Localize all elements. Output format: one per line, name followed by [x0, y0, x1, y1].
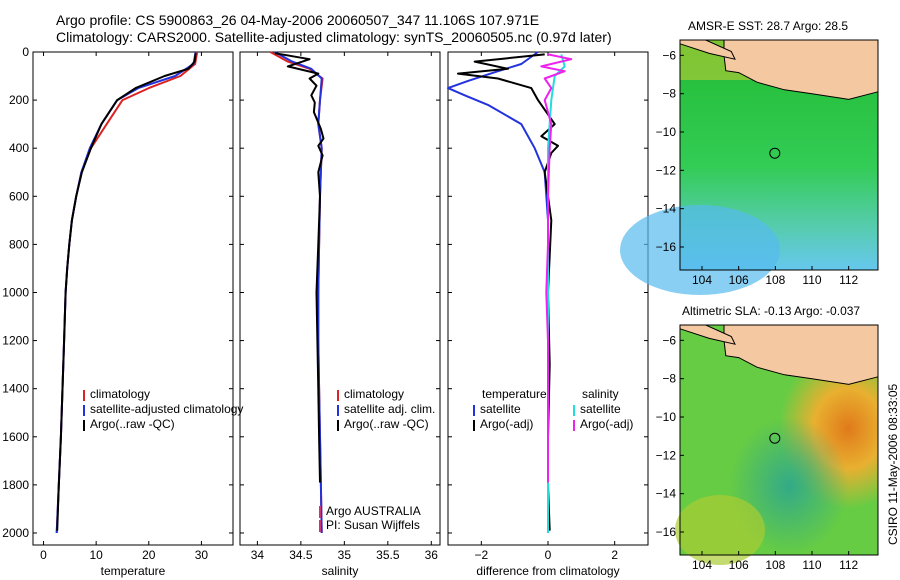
map-x-tick-label: 110 [802, 558, 821, 572]
series-line [274, 52, 325, 483]
argo-location-marker [769, 147, 781, 159]
y-tick-label: 400 [9, 141, 29, 155]
legend-label: climatology [344, 387, 404, 401]
legend-label: climatology [90, 387, 150, 401]
legend-label: satellite-adjusted climatology [90, 402, 243, 416]
map-y-tick-label: −12 [656, 448, 677, 462]
legend-label: salinity [582, 387, 619, 401]
map-y-tick-label: −8 [662, 372, 676, 386]
map-y-tick-label: −10 [656, 125, 677, 139]
x-tick-label: −2 [474, 548, 488, 562]
annotation-text: Argo AUSTRALIA [326, 504, 421, 518]
annotation-text: PI: Susan Wijffels [326, 518, 420, 532]
y-tick-label: 1000 [2, 285, 29, 299]
legend-label: satellite [580, 402, 621, 416]
legend-label: Argo(..raw -QC) [90, 417, 175, 431]
x-tick-label: 0 [40, 548, 47, 562]
x-tick-label: 36 [425, 548, 439, 562]
series-line [56, 53, 197, 531]
temperature-panel: 0 10 20 30 temperature 0 200 400 600 800 1000 1200 1… [2, 45, 243, 578]
map-y-tick-label: −16 [656, 525, 677, 539]
x-tick-label: 35 [338, 548, 352, 562]
map-x-tick-label: 108 [765, 273, 785, 287]
legend-label: temperature [482, 387, 547, 401]
y-tick-label: 1600 [2, 430, 29, 444]
map-y-tick-label: −8 [662, 87, 676, 101]
legend-label: Argo(-adj) [480, 417, 533, 431]
map-x-tick-label: 106 [729, 558, 749, 572]
x-tick-label: 10 [89, 548, 103, 562]
map-y-tick-label: −14 [656, 487, 677, 501]
series-line [274, 51, 323, 534]
y-tick-label: 600 [9, 189, 29, 203]
map-frame [679, 324, 879, 556]
salinity-panel: 34 34.5 35 35.5 36 salinity climatologysatelli… [239, 51, 441, 578]
map-x-tick-label: 110 [802, 273, 821, 287]
legend-label: Argo(-adj) [580, 417, 633, 431]
map-x-tick-label: 112 [839, 558, 858, 572]
x-axis-label: temperature [101, 564, 166, 578]
y-tick-label: 1800 [2, 478, 29, 492]
map-x-tick-label: 112 [839, 273, 858, 287]
y-tick-label: 1400 [2, 382, 29, 396]
map-title: Altimetric SLA: -0.13 Argo: -0.037 [682, 304, 861, 318]
map-title: AMSR-E SST: 28.7 Argo: 28.5 [688, 19, 849, 33]
plot-frame [239, 51, 441, 546]
difference-panel: −2 0 2 difference from climatology temperatu… [447, 51, 649, 578]
figure-title: Argo profile: CS 5900863_26 04-May-2006 … [56, 12, 612, 46]
map-y-tick-label: −14 [656, 202, 677, 216]
map-x-tick-label: 104 [692, 558, 712, 572]
x-axis-label: difference from climatology [476, 564, 619, 578]
legend-label: satellite adj. clim. [344, 402, 435, 416]
map-frame [679, 39, 879, 271]
map-x-tick-label: 108 [765, 558, 785, 572]
series-line [540, 53, 573, 483]
x-tick-label: 34.5 [289, 548, 313, 562]
map-y-tick-label: −6 [662, 48, 676, 62]
y-tick-label: 0 [22, 45, 29, 59]
plot-frame [32, 51, 234, 546]
x-axis-label: salinity [322, 564, 359, 578]
title-line-2: Climatology: CARS2000. Satellite-adjuste… [56, 29, 612, 45]
series-line [457, 53, 559, 531]
x-tick-label: 2 [611, 548, 618, 562]
title-line-1: Argo profile: CS 5900863_26 04-May-2006 … [56, 12, 540, 28]
x-tick-label: 35.5 [376, 548, 400, 562]
map-y-tick-label: −6 [662, 333, 676, 347]
credit-text: CSIRO 11-May-2006 08:33:05 [886, 383, 900, 545]
sst-cool-patch [620, 205, 780, 295]
y-tick-label: 200 [9, 93, 29, 107]
y-tick-label: 2000 [2, 526, 29, 540]
x-tick-label: 20 [142, 548, 156, 562]
map-x-tick-label: 106 [729, 273, 749, 287]
y-tick-label: 1200 [2, 334, 29, 348]
sla-yellow-patch [675, 495, 765, 565]
map-y-tick-label: −16 [656, 240, 677, 254]
series-line [269, 51, 324, 534]
y-tick-label: 800 [9, 237, 29, 251]
argo-location-marker [769, 432, 781, 444]
legend-label: Argo(..raw -QC) [344, 417, 429, 431]
sst-map: 104 106 108 110 112 −6 −8 −10 −12 −14 −16 [620, 39, 879, 295]
sla-map: 104 106 108 110 112 −6 −8 −10 −12 −14 −16 [656, 324, 879, 572]
series-line [447, 51, 549, 533]
series-line [55, 51, 197, 534]
x-tick-label: 30 [195, 548, 209, 562]
map-y-tick-label: −10 [656, 410, 677, 424]
x-tick-label: 0 [545, 548, 552, 562]
map-x-tick-label: 104 [692, 273, 712, 287]
map-y-tick-label: −12 [656, 163, 677, 177]
series-line [55, 51, 199, 534]
series-line [547, 54, 566, 533]
legend-label: satellite [480, 402, 521, 416]
x-tick-label: 34 [251, 548, 265, 562]
